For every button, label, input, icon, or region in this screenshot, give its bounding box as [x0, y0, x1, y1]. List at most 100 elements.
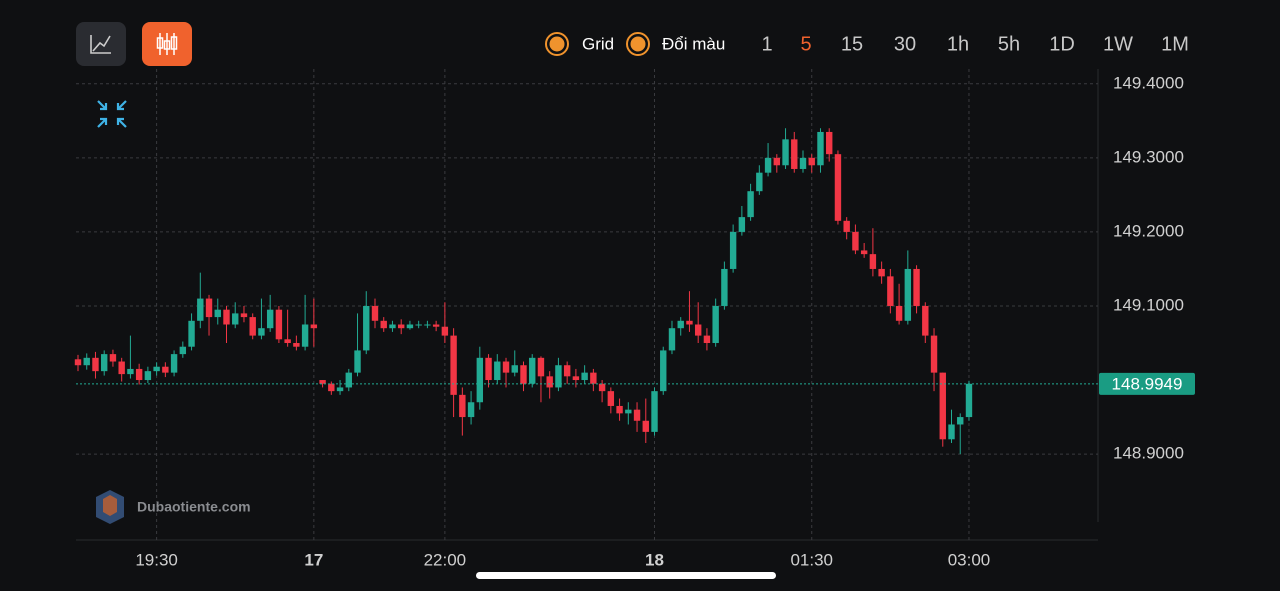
interval-button[interactable]: 30	[894, 33, 916, 55]
candle-body	[520, 365, 527, 384]
candle-body	[703, 335, 711, 344]
candle-body	[450, 335, 457, 395]
watermark: Dubaotiente.com	[137, 499, 251, 515]
candle-body	[939, 372, 946, 440]
candle-body	[258, 328, 265, 336]
x-tick-label: 03:00	[948, 550, 991, 569]
candle-body	[266, 309, 274, 329]
interval-button[interactable]: 1	[761, 33, 772, 55]
candle-body	[459, 394, 466, 418]
current-price-label: 148.9949	[1112, 374, 1183, 393]
candle-body	[371, 305, 379, 321]
candle-body	[380, 320, 387, 329]
candle-body	[686, 320, 693, 325]
x-tick-label: 19:30	[135, 550, 178, 569]
toggle-label: Grid	[582, 34, 614, 53]
candle-body	[642, 420, 649, 432]
y-tick-label: 148.9000	[1113, 444, 1184, 463]
candle-body	[511, 365, 518, 373]
interval-button[interactable]: 5h	[998, 33, 1020, 55]
x-tick-label: 01:30	[790, 550, 833, 569]
interval-button[interactable]: 1W	[1103, 33, 1133, 55]
collapse-icon[interactable]	[97, 100, 127, 128]
candle-body	[127, 368, 134, 375]
candle-body	[135, 368, 143, 381]
candle-body	[598, 383, 606, 392]
candle-body	[782, 139, 789, 166]
candle-body	[467, 402, 475, 418]
toggle-label: Đổi màu	[662, 34, 725, 53]
candle-body	[424, 324, 431, 326]
interval-button[interactable]: 1M	[1161, 33, 1189, 55]
candle-body	[677, 320, 684, 329]
candle-body	[336, 387, 344, 392]
candle-body	[965, 383, 973, 418]
candle-body	[415, 324, 422, 326]
candle-body	[363, 305, 370, 351]
candle-chart-button[interactable]	[142, 22, 192, 66]
candle-body	[319, 380, 326, 384]
candle-body	[633, 409, 641, 421]
candle-body	[170, 354, 178, 373]
candle-body	[441, 326, 449, 336]
current-price-tag	[1099, 372, 1195, 395]
candle-body	[887, 276, 894, 306]
toggle-grid[interactable]: Grid	[545, 32, 614, 56]
candle-body	[109, 354, 117, 362]
candle-body	[389, 324, 396, 329]
interval-button[interactable]: 15	[841, 33, 863, 55]
line-chart-button[interactable]	[76, 22, 126, 66]
candle-body	[232, 313, 239, 325]
candle-body	[537, 357, 545, 377]
candle-body	[773, 157, 781, 166]
candle-body	[555, 365, 562, 388]
candle-body	[860, 250, 868, 255]
candle-body	[179, 346, 187, 355]
candle-body	[432, 324, 440, 327]
candle-body	[607, 391, 615, 406]
candle-body	[904, 268, 912, 321]
candle-body	[275, 309, 283, 340]
candle-body	[240, 313, 248, 318]
interval-button[interactable]: 1D	[1049, 33, 1075, 55]
candle-body	[197, 298, 204, 321]
y-tick-label: 149.3000	[1113, 147, 1184, 166]
candle-body	[843, 220, 850, 232]
candle-body	[948, 424, 955, 440]
candle-body	[406, 324, 414, 329]
candle-body	[808, 157, 815, 166]
candle-body	[397, 324, 405, 329]
candle-body	[616, 405, 623, 414]
candle-body	[83, 357, 90, 366]
candle-body	[895, 305, 903, 321]
candle-body	[581, 372, 588, 381]
candle-body	[249, 317, 256, 336]
candle-body	[354, 350, 361, 373]
candle-body	[660, 350, 667, 392]
candle-body	[817, 131, 824, 166]
interval-button[interactable]: 5	[800, 33, 811, 55]
candle-body	[668, 328, 676, 351]
candle-body	[852, 231, 859, 251]
candle-body	[930, 335, 938, 373]
y-tick-label: 149.4000	[1113, 73, 1184, 92]
candle-body	[913, 268, 920, 306]
candle-body	[712, 305, 719, 344]
home-indicator	[476, 572, 776, 579]
candle-body	[92, 357, 99, 372]
candle-body	[293, 343, 300, 347]
candle-body	[957, 417, 964, 425]
candle-body	[721, 268, 728, 306]
candle-body	[826, 131, 833, 155]
candle-body	[485, 357, 492, 381]
candle-body	[834, 154, 842, 221]
candle-body	[223, 309, 230, 325]
interval-button[interactable]: 1h	[947, 33, 969, 55]
candle-body	[345, 372, 352, 388]
candle-body	[694, 324, 702, 336]
toggle-color[interactable]: Đổi màu	[626, 32, 725, 56]
candle-body	[764, 157, 772, 173]
candle-body	[738, 217, 746, 232]
